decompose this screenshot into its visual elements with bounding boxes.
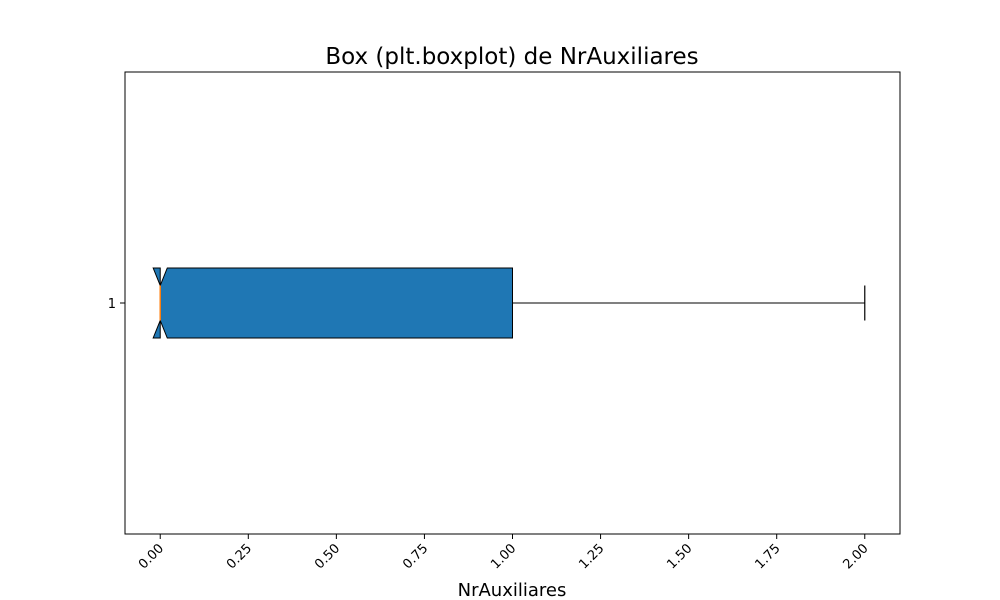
x-tick-label: 0.75 bbox=[400, 541, 431, 572]
x-tick-label: 1.75 bbox=[752, 541, 783, 572]
y-axis: 1 bbox=[108, 297, 125, 312]
x-tick-label: 0.25 bbox=[224, 541, 255, 572]
x-axis-label: NrAuxiliares bbox=[458, 580, 567, 600]
x-tick-label: 1.25 bbox=[576, 541, 607, 572]
x-tick-label: 0.00 bbox=[136, 541, 167, 572]
plot-area bbox=[124, 71, 901, 535]
x-tick-label: 1.50 bbox=[664, 541, 695, 572]
box-body bbox=[152, 267, 513, 339]
x-tick-label: 2.00 bbox=[841, 541, 872, 572]
x-tick-label: 0.50 bbox=[312, 541, 343, 572]
x-axis: 0.00 0.25 0.50 0.75 1.00 1.25 1.50 1.75 2.00 bbox=[136, 534, 872, 572]
chart-title: Box (plt.boxplot) de NrAuxiliares bbox=[325, 44, 698, 70]
x-tick-label: 1.00 bbox=[488, 541, 519, 572]
y-tick-label: 1 bbox=[108, 297, 116, 312]
